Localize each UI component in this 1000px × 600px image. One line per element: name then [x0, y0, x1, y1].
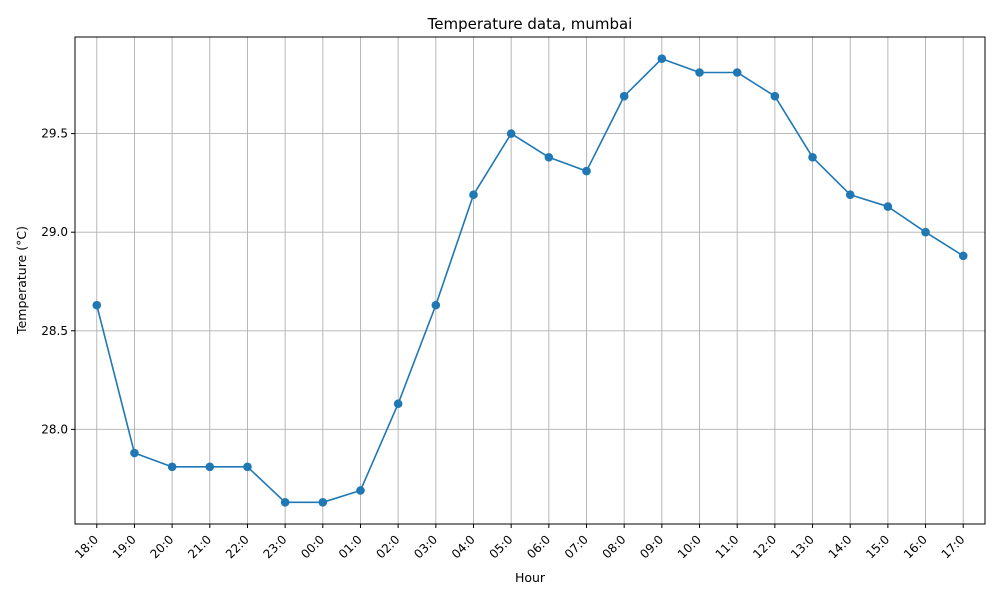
data-point — [845, 190, 855, 200]
data-point — [318, 498, 328, 507]
y-tick-label: 29.0 — [41, 225, 68, 239]
data-point — [431, 300, 441, 310]
data-point — [770, 91, 780, 101]
series-temperature — [92, 54, 968, 507]
data-point — [808, 152, 817, 162]
data-point — [582, 166, 591, 176]
data-point — [167, 462, 177, 472]
y-axis-label: Temperature (°C) — [14, 226, 29, 335]
data-point — [469, 190, 478, 200]
data-point — [544, 152, 554, 162]
data-point — [695, 68, 704, 77]
data-point — [657, 54, 667, 63]
data-point — [921, 227, 930, 237]
data-point — [619, 91, 629, 101]
data-point — [506, 129, 516, 138]
series-line — [95, 57, 964, 504]
data-point — [280, 498, 290, 507]
data-point — [205, 462, 215, 472]
grid — [75, 37, 985, 524]
chart-title: Temperature data, mumbai — [427, 15, 633, 33]
data-point — [393, 399, 403, 409]
data-point — [732, 68, 742, 77]
data-point — [883, 202, 893, 211]
data-point — [356, 486, 365, 495]
data-point — [243, 462, 252, 472]
y-tick-label: 28.0 — [41, 422, 68, 436]
x-axis-label: Hour — [515, 570, 546, 585]
y-tick-label: 29.5 — [41, 127, 68, 141]
data-point — [958, 251, 968, 261]
data-point — [92, 300, 102, 310]
data-point — [130, 448, 139, 458]
y-tick-label: 28.5 — [41, 324, 68, 338]
plot-frame — [74, 36, 986, 525]
